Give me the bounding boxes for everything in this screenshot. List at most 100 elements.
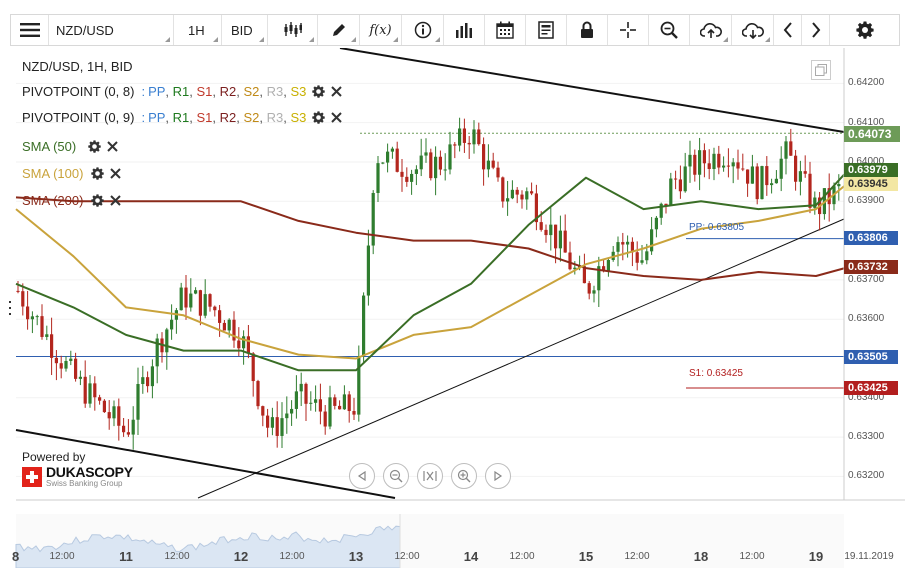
candle-body (659, 203, 663, 218)
gear-icon[interactable] (91, 194, 105, 207)
hamburger-menu-icon[interactable] (11, 15, 49, 45)
close-icon[interactable] (110, 195, 122, 206)
nav-forward-button[interactable] (485, 463, 511, 489)
side-value: BID (231, 22, 253, 38)
candle-body (170, 319, 174, 330)
pivot-level-r2: R2 (219, 84, 237, 99)
sma-legend-row: SMA (200) (22, 193, 122, 208)
candle-body (794, 155, 798, 182)
close-icon[interactable] (331, 86, 343, 97)
candle-body (520, 194, 524, 200)
candle-body (582, 266, 586, 284)
chart-title-label: NZD/USD, 1H, BID (22, 59, 133, 74)
sma-label: SMA (50) (22, 139, 77, 154)
close-icon[interactable] (110, 168, 122, 179)
sma-100-line (15, 184, 846, 360)
gear-icon[interactable] (312, 85, 326, 98)
candle-body (107, 412, 111, 419)
candle-body (693, 154, 697, 175)
side-select[interactable]: BID (222, 15, 268, 45)
candle-body (554, 224, 558, 249)
candle-body (299, 383, 303, 392)
close-icon[interactable] (331, 112, 343, 123)
pivot-level-s2: S2 (243, 110, 260, 125)
pivot-level-r2: R2 (219, 110, 237, 125)
time-tick-label: 12:00 (279, 551, 305, 562)
volume-button[interactable] (444, 15, 485, 45)
info-button[interactable] (402, 15, 444, 45)
zoom-icon (660, 21, 678, 39)
report-button[interactable] (526, 15, 567, 45)
candle-body (362, 295, 366, 357)
candle-body (74, 358, 78, 379)
candle-body (467, 142, 471, 145)
zoom-out-button[interactable] (383, 463, 409, 489)
candle-body (280, 418, 284, 436)
zoom-button[interactable] (649, 15, 690, 45)
candle-body (760, 166, 764, 200)
powered-by-label: Powered by (22, 450, 86, 464)
candle-body (477, 129, 481, 145)
candle-body (654, 217, 658, 230)
sma-label: SMA (100) (22, 166, 84, 181)
download-button[interactable] (732, 15, 774, 45)
close-icon[interactable] (107, 141, 118, 152)
candle-body (448, 144, 452, 170)
calendar-button[interactable] (485, 15, 526, 45)
nav-back-button[interactable] (349, 463, 375, 489)
scroll-left-button[interactable] (774, 15, 802, 45)
upload-button[interactable] (690, 15, 732, 45)
chevron-right-icon (811, 22, 820, 38)
timeframe-select[interactable]: 1H (174, 15, 222, 45)
candle-body (530, 191, 534, 194)
candle-body (270, 417, 274, 428)
candle-body (26, 306, 30, 320)
time-tick-label: 11 (119, 549, 133, 564)
price-tag: 0.63732 (844, 260, 898, 275)
candle-body (150, 366, 154, 387)
lock-icon (581, 21, 593, 38)
gear-icon[interactable] (312, 111, 326, 124)
zoom-out-icon (389, 469, 403, 483)
scroll-right-button[interactable] (802, 15, 830, 45)
price-chart[interactable] (0, 47, 905, 569)
calendar-icon (496, 21, 514, 39)
candle-body (438, 156, 442, 170)
candle-body (573, 267, 577, 270)
reset-zoom-button[interactable] (417, 463, 443, 489)
pivot-legend-row: PIVOTPOINT (0, 9): PP, R1, S1, R2, S2, R3… (22, 110, 343, 125)
pivot-level-s1: S1 (196, 84, 213, 99)
candle-body (35, 316, 39, 318)
candle-body (798, 171, 802, 182)
candle-body (592, 290, 596, 294)
chart-title: NZD/USD, 1H, BID (22, 59, 133, 74)
settings-button[interactable] (830, 15, 899, 45)
gear-icon[interactable] (91, 167, 105, 180)
candle-body (750, 166, 754, 184)
price-tick-label: 0.63700 (848, 273, 885, 285)
candle-body (126, 432, 130, 435)
bar-chart-icon (456, 23, 472, 38)
candle-type-icon (284, 22, 302, 37)
side-drag-handle[interactable] (9, 301, 12, 315)
draw-tools-button[interactable] (318, 15, 360, 45)
zoom-in-button[interactable] (451, 463, 477, 489)
gear-icon[interactable] (88, 140, 101, 153)
indicators-button[interactable]: f(x) (360, 15, 402, 45)
expand-icon[interactable] (811, 60, 831, 80)
crosshair-button[interactable] (608, 15, 649, 45)
candle-body (827, 188, 831, 205)
chart-area[interactable]: PP: 0.63805 S1: 0.63425 0.64200 0.64100 0.… (0, 47, 905, 569)
candle-body (227, 319, 231, 331)
candle-body (395, 148, 399, 172)
lock-button[interactable] (567, 15, 608, 45)
price-tag: 0.63425 (844, 380, 898, 395)
pivot-separator: : (141, 84, 146, 99)
price-tick-label: 0.63600 (848, 313, 885, 325)
candle-body (338, 405, 342, 410)
instrument-select[interactable]: NZD/USD (49, 15, 174, 45)
function-icon: f(x) (369, 22, 392, 38)
candle-body (69, 358, 73, 361)
candle-type-button[interactable] (268, 15, 318, 45)
triangle-right-icon (494, 471, 503, 481)
